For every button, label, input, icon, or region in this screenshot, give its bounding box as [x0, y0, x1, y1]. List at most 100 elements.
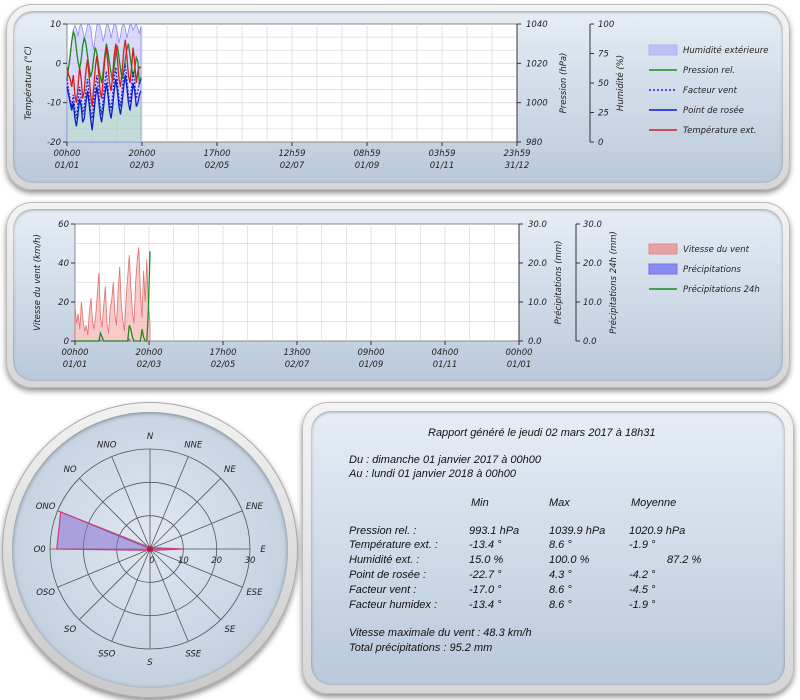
x-tick-time: 20h00 [135, 348, 162, 358]
row-max-humidex: 8.6 ° [549, 599, 572, 611]
x-tick-time: 12h59 [278, 149, 305, 159]
rose-direction-o: O [34, 545, 41, 555]
axis-tick-label: -10 [47, 99, 61, 109]
rose-spoke [149, 548, 221, 620]
legend-item-vitesse-du-vent-label: Vitesse du vent [683, 245, 750, 255]
rose-direction-nno: NNO [97, 441, 117, 451]
x-tick-time: 23h59 [503, 149, 530, 159]
report-title: Rapport généré le jeudi 02 mars 2017 à 1… [428, 427, 656, 439]
x-tick-time: 04h00 [431, 348, 458, 358]
report-panel-inner: Rapport généré le jeudi 02 mars 2017 à 1… [311, 411, 785, 685]
header-moyenne: Moyenne [631, 497, 677, 509]
row-label-humidex: Facteur humidex : [349, 599, 438, 611]
axis-tick-label: 75 [598, 50, 609, 60]
row-min-windchill: -17.0 ° [469, 584, 502, 596]
x-tick-time: 00h00 [53, 149, 80, 159]
x-tick-date: 01/09 [359, 360, 384, 370]
legend-item-humidite-exterieure-swatch [648, 44, 678, 56]
axis-tick-label: 20.0 [583, 259, 602, 269]
axis-tick-label: 40 [58, 259, 69, 269]
x-tick-time: 08h59 [353, 149, 380, 159]
row-label-temperature: Température ext. : [349, 539, 438, 551]
rose-direction-se: SE [225, 625, 236, 635]
axis-tick-label: 50 [598, 79, 609, 89]
legend-item-vitesse-du-vent-swatch [648, 243, 678, 255]
legend-item-precipitations-swatch [648, 263, 678, 275]
x-tick-time: 20h00 [128, 149, 155, 159]
x-tick-date: 02/03 [137, 360, 162, 370]
series-point-de-rosee [66, 75, 142, 131]
report-body: Rapport généré le jeudi 02 mars 2017 à 1… [311, 411, 785, 685]
legend-item-facteur-vent-label: Facteur vent [683, 86, 738, 96]
header-min: Min [471, 497, 489, 509]
bar-precipitations [128, 338, 131, 341]
rose-direction-nne: NNE [184, 441, 203, 451]
row-label-windchill: Facteur vent : [349, 584, 417, 596]
rose-ring-label-right: 0 [149, 556, 154, 566]
report-panel: Rapport généré le jeudi 02 mars 2017 à 1… [302, 402, 794, 694]
axis-tick-label: 100 [598, 20, 614, 30]
row-max-humidity: 100.0 % [549, 554, 590, 566]
axis-tick-label: 25 [598, 109, 609, 119]
wind-rain-chart: 60 40 20 0 Vitesse du vent (km/h) 30.0 20.0 10.… [33, 220, 760, 370]
x-tick-time: 13h00 [283, 348, 310, 358]
y-axis-label-wind: Vitesse du vent (km/h) [33, 234, 43, 331]
rose-direction-sso: SSO [98, 649, 115, 659]
header-max: Max [549, 497, 570, 509]
report-period-from: Du : dimanche 01 janvier 2017 à 00h00 [349, 454, 542, 466]
row-max-pressure: 1039.9 hPa [549, 525, 606, 537]
axis-tick-label: 20.0 [528, 259, 547, 269]
x-tick-time: 17h00 [209, 348, 236, 358]
row-label-humidity: Humidité ext. : [349, 554, 420, 566]
x-tick-date: 02/05 [205, 161, 230, 171]
rose-direction-so: SO [64, 625, 76, 635]
row-max-temperature: 8.6 ° [549, 539, 572, 551]
rose-spoke [111, 548, 151, 642]
report-period-to: Au : lundi 01 janvier 2018 à 00h00 [349, 468, 516, 480]
rose-spoke [79, 548, 151, 620]
row-avg-humidity: 87.2 % [667, 554, 702, 566]
x-tick-date: 01/01 [507, 360, 532, 370]
rose-direction-s: S [147, 658, 153, 668]
row-avg-pressure: 1020.9 hPa [629, 525, 686, 537]
axis-tick-label: 0.0 [528, 337, 542, 347]
rose-spoke [79, 478, 151, 550]
row-min-humidity: 15.0 % [469, 554, 504, 566]
row-label-dewpoint: Point de rosée : [349, 569, 427, 581]
axis-tick-label: 0 [598, 138, 603, 148]
x-tick-date: 01/09 [355, 161, 380, 171]
rose-spoke [57, 548, 151, 588]
x-tick-date: 02/03 [130, 161, 155, 171]
rose-spoke [149, 510, 243, 550]
x-tick-date: 01/11 [430, 161, 455, 171]
x-tick-date: 01/01 [63, 360, 88, 370]
legend-item-point-de-rosee-label: Point de rosée [683, 105, 744, 116]
x-tick-date: 01/11 [433, 360, 458, 370]
rose-direction-e: E [260, 545, 266, 555]
x-tick-date: 02/07 [285, 360, 310, 370]
x-tick-time: 00h00 [505, 348, 532, 358]
axis-tick-label: 0.0 [583, 337, 597, 347]
legend-item-pression-rel-label: Pression rel. [683, 66, 735, 76]
row-avg-dewpoint: -4.2 ° [629, 569, 656, 581]
rose-ring-label: 10 [178, 556, 189, 566]
rose-direction-n: N [147, 432, 154, 442]
row-min-humidex: -13.4 ° [469, 599, 502, 611]
axis-tick-label: 30.0 [528, 220, 547, 230]
axis-tick-label: 10.0 [528, 298, 547, 308]
legend-item-precipitations-24h-label: Précipitations 24h [683, 284, 760, 295]
legend-item-humidite-exterieure-label: Humidité extérieure [683, 45, 768, 56]
legend-item-precipitations-label: Précipitations [683, 264, 741, 275]
axis-tick-label: 60 [58, 220, 69, 230]
rose-direction-ono: ONO [36, 502, 56, 512]
rose-direction-oso: OSO [36, 588, 55, 598]
y-axis-label-rain24: Précipitations 24h (mm) [608, 231, 619, 334]
x-tick-date: 02/07 [280, 161, 305, 171]
series-temperature-ext [66, 39, 141, 107]
rose-direction-ne: NE [224, 465, 236, 475]
axis-tick-label: 0 [56, 59, 61, 69]
legend-item-temperature-ext-label: Température ext. [683, 125, 756, 136]
x-tick-time: 17h00 [203, 149, 230, 159]
row-max-dewpoint: 4.3 ° [549, 569, 572, 581]
